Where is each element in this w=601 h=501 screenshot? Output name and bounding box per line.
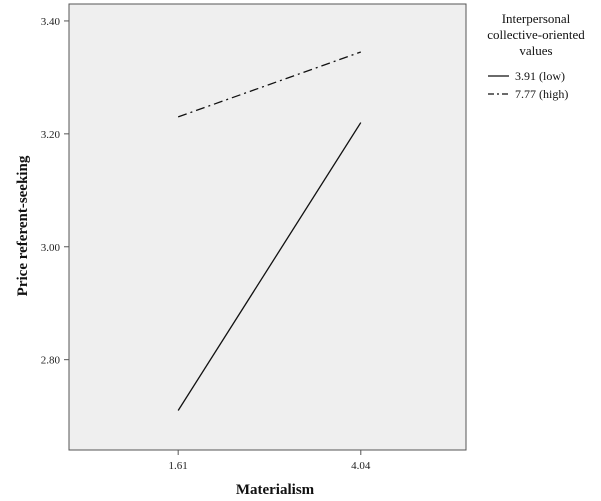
legend-title-line-3: values	[519, 43, 552, 58]
series-line-high	[177, 51, 362, 118]
legend-label-low: 3.91 (low)	[515, 69, 565, 83]
x-tick-label: 1.61	[169, 460, 188, 472]
series-line-low	[177, 122, 362, 411]
x-tick-label: 4.04	[351, 460, 371, 472]
x-axis: 1.61 4.04	[169, 450, 371, 472]
y-axis: 2.80 3.00 3.20 3.40	[41, 16, 69, 367]
y-tick-label: 3.40	[41, 16, 61, 28]
legend-label-high: 7.77 (high)	[515, 87, 568, 101]
y-tick-label: 3.00	[41, 242, 61, 254]
series-layer	[177, 51, 362, 411]
y-axis-title: Price referent-seeking	[15, 155, 31, 296]
x-axis-title: Materialism	[236, 482, 315, 498]
plot-area	[68, 3, 467, 451]
legend-title-line-2: collective-oriented	[487, 27, 585, 42]
legend-title-line-1: Interpersonal	[502, 11, 571, 26]
y-tick-label: 3.20	[41, 129, 61, 141]
y-tick-label: 2.80	[41, 355, 61, 367]
legend: Interpersonal collective-oriented values…	[487, 11, 585, 101]
